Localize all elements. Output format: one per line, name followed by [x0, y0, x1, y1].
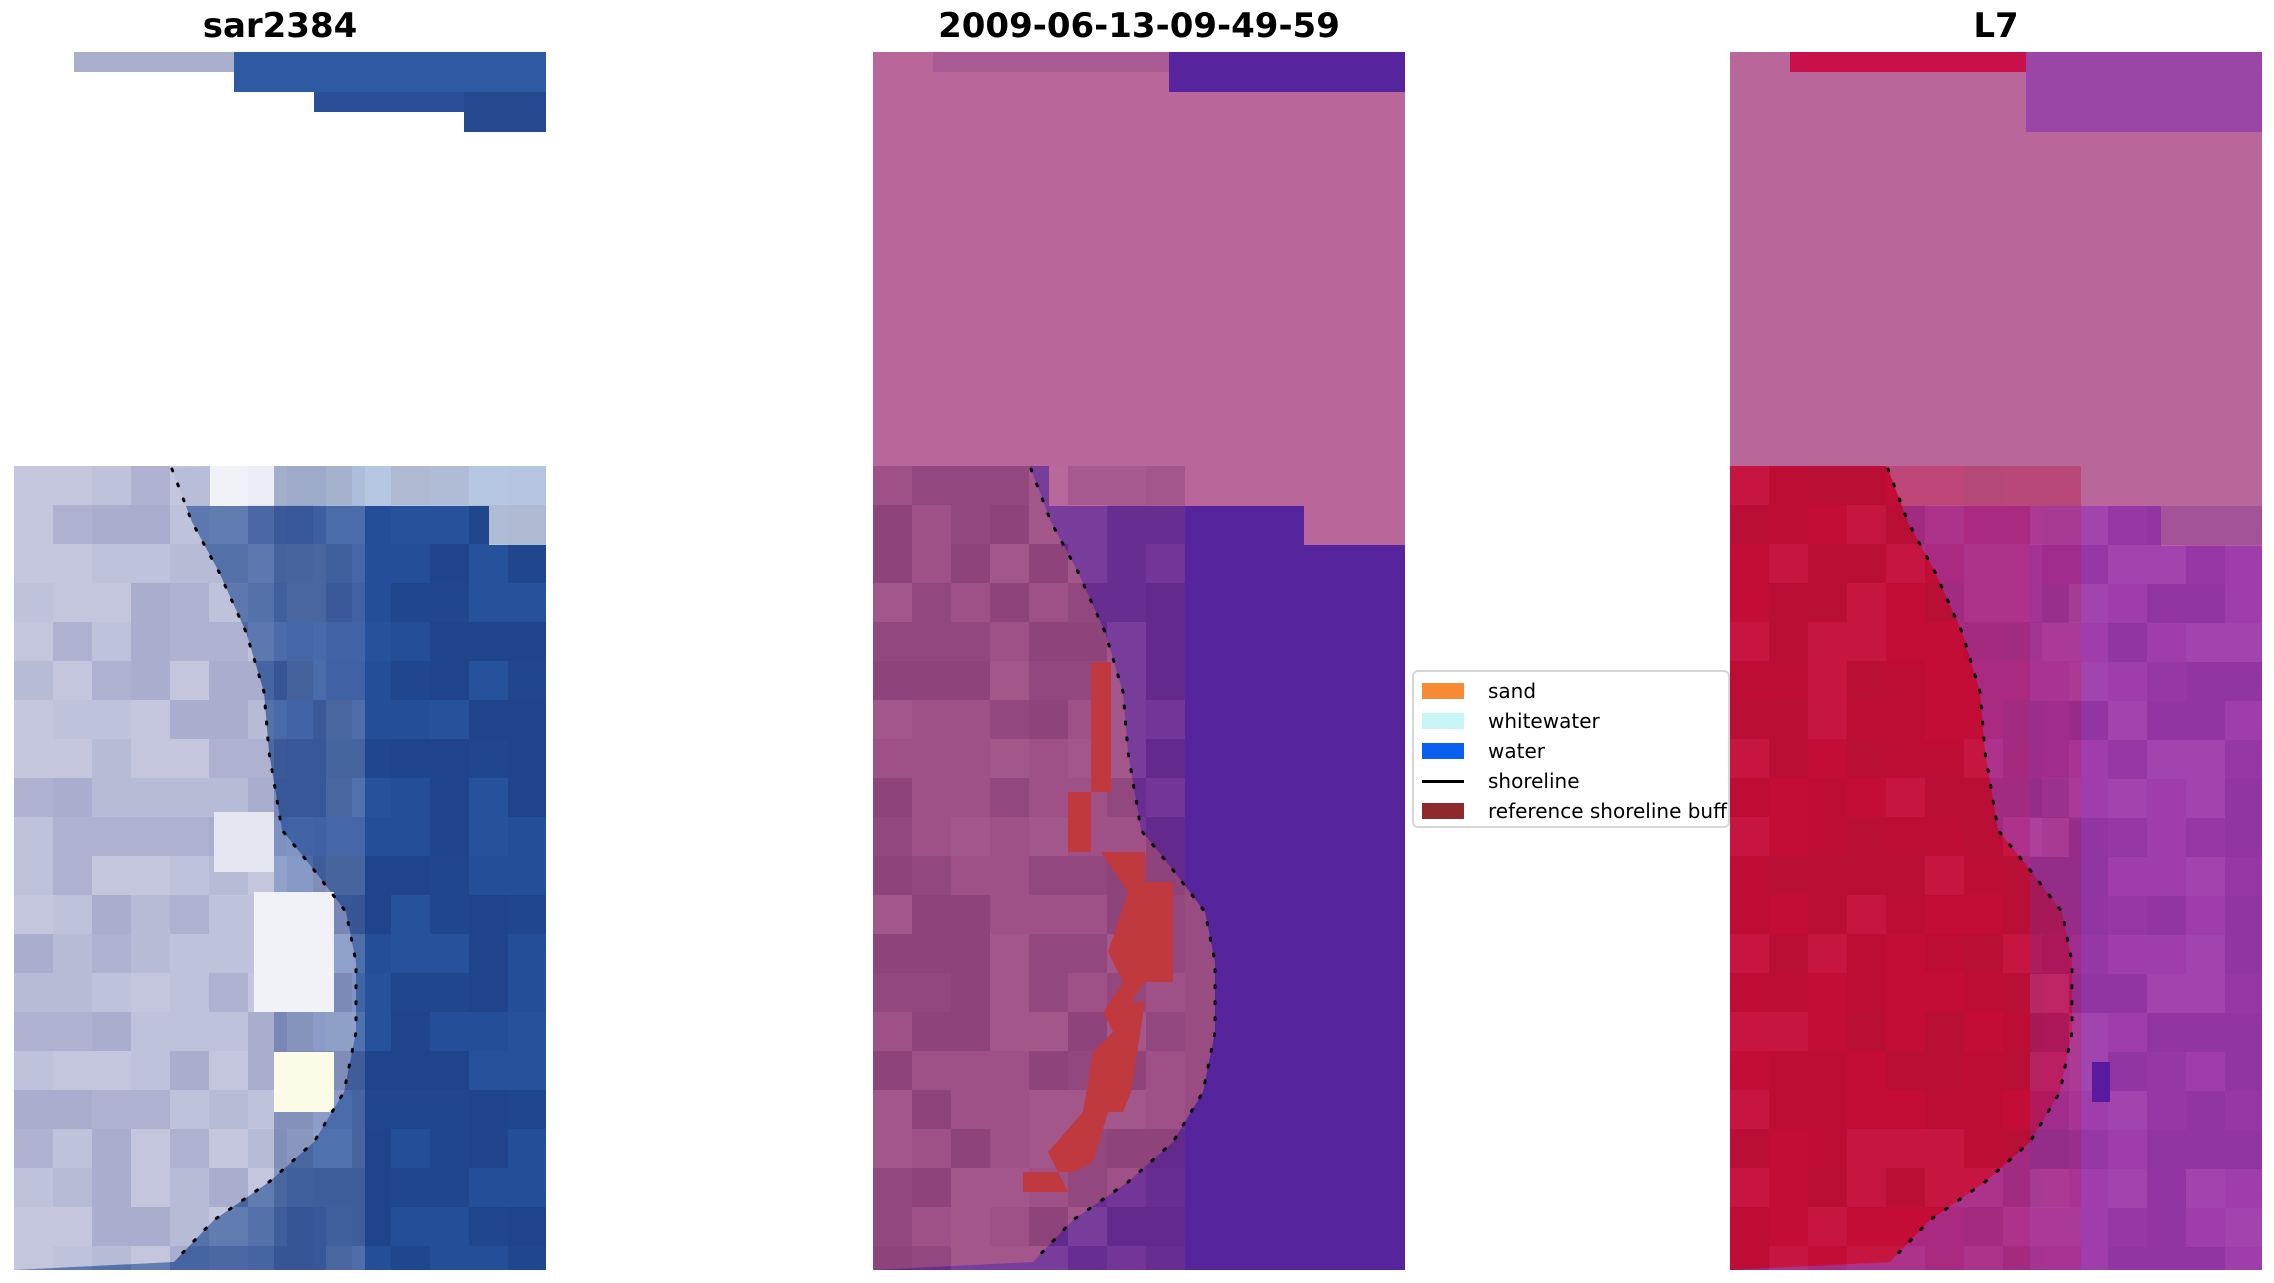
index-upper-pink: [1730, 132, 2262, 466]
reference-buffer: [1023, 662, 1173, 1192]
water-swatch: [1422, 743, 1464, 759]
land-corner: [1304, 506, 1405, 546]
shoreline-line-swatch: [1422, 779, 1464, 783]
sand-texture: [14, 466, 365, 1270]
legend-label-whitewater: whitewater: [1488, 709, 1600, 733]
legend-item-shoreline: shoreline: [1422, 768, 1580, 794]
land-block-row-1b: [1047, 466, 1405, 506]
index-top-pink-2: [1730, 112, 2026, 132]
land-top-left: [873, 52, 933, 72]
ocean-texture: [274, 466, 546, 1270]
shoreline-trace: [1886, 467, 2074, 1264]
panel-title-date: 2009-06-13-09-49-59: [938, 6, 1340, 46]
index-top-purple: [2026, 52, 2262, 132]
whitewater-swatch: [1422, 713, 1464, 729]
index-top-red: [1790, 52, 2026, 72]
legend-item-reference-buffer: reference shoreline buff: [1422, 798, 1727, 824]
index-land-texture: [1730, 466, 2081, 1270]
index-top-left: [1730, 52, 1790, 72]
rgb-image-panel: [14, 52, 546, 1270]
shoreline-trace: [170, 467, 358, 1264]
legend-label-sand: sand: [1488, 679, 1537, 703]
index-land: [1730, 466, 2072, 1270]
foam-patch-2: [274, 1052, 334, 1112]
legend-item-water: water: [1422, 738, 1545, 764]
top-strip-ocean-2: [314, 92, 474, 112]
index-top-pink: [1730, 72, 2026, 112]
sand-swatch: [1422, 683, 1464, 699]
sand-class-texture: [873, 466, 1185, 1270]
index-image-panel: [1730, 52, 2262, 1270]
land-upper-block: [873, 92, 1405, 466]
panel-title-l7: L7: [1973, 6, 2019, 46]
legend-label-reference-buffer: reference shoreline buff: [1488, 799, 1727, 823]
water-row-2: [1049, 506, 1304, 546]
reference-buffer-swatch: [1422, 803, 1464, 819]
top-strip-ocean: [234, 52, 546, 92]
index-pink-corner: [2161, 506, 2262, 546]
shoreline-trace: [1029, 467, 1217, 1264]
foam-patch-3: [214, 812, 274, 872]
legend-label-shoreline: shoreline: [1488, 769, 1580, 793]
index-pink-row: [1886, 466, 2262, 506]
legend: sand whitewater water shoreline referenc…: [1412, 670, 1730, 828]
index-water-row: [1906, 506, 2161, 546]
top-strip-ocean-3: [464, 92, 546, 132]
legend-item-sand: sand: [1422, 678, 1536, 704]
sand-area: [14, 466, 356, 1270]
legend-label-water: water: [1488, 739, 1545, 763]
index-water-texture: [2030, 506, 2262, 1270]
top-strip-sand: [74, 52, 234, 72]
foam-patch-1: [254, 892, 334, 1012]
legend-item-whitewater: whitewater: [1422, 708, 1600, 734]
classified-image-panel: [873, 52, 1405, 1270]
panel-title-sar: sar2384: [202, 6, 358, 46]
index-dark-patch: [2092, 1062, 2110, 1102]
